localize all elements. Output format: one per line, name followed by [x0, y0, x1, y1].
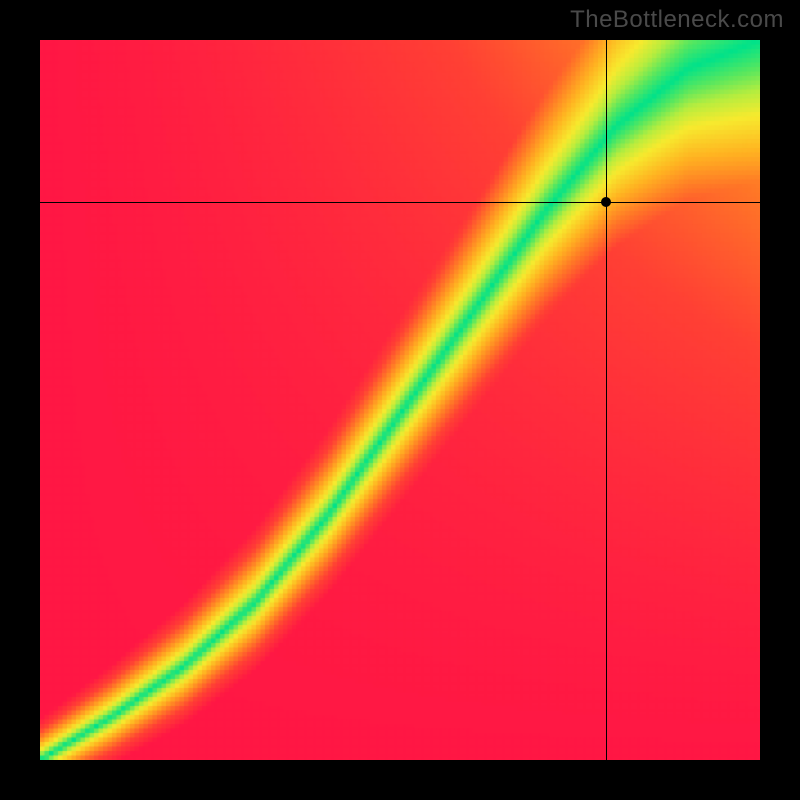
crosshair-vertical: [606, 40, 607, 760]
heatmap-canvas: [40, 40, 760, 760]
watermark-text: TheBottleneck.com: [570, 6, 784, 34]
crosshair-marker: [601, 197, 611, 207]
heatmap-plot: [40, 40, 760, 760]
crosshair-horizontal: [40, 202, 760, 203]
